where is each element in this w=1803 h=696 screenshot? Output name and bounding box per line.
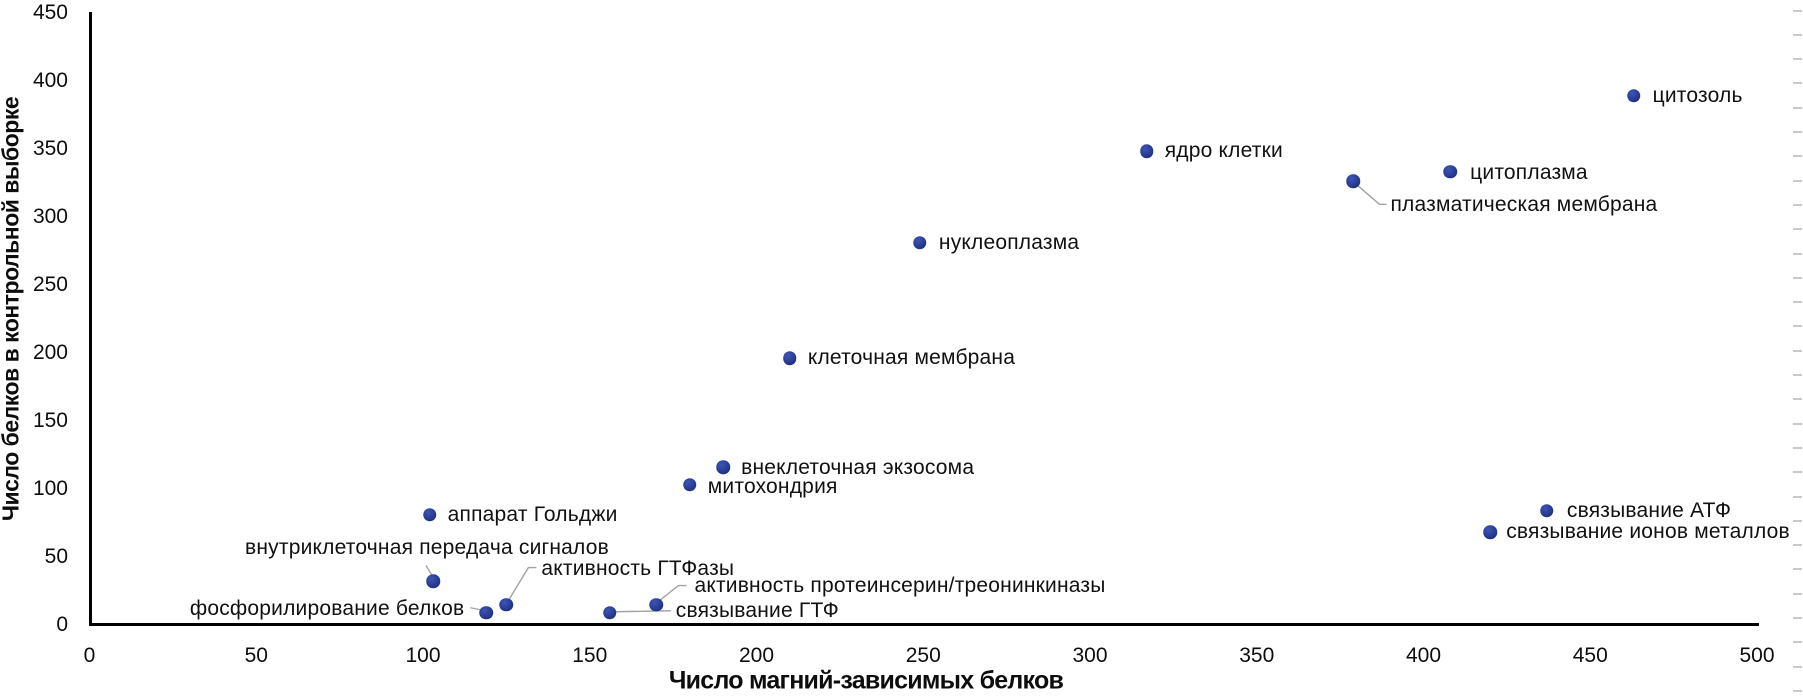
y-tick-label: 350 xyxy=(32,136,68,160)
data-point xyxy=(716,460,730,474)
x-axis-title: Число магний-зависимых белков xyxy=(668,666,1064,695)
data-point xyxy=(1540,503,1554,518)
data-point xyxy=(603,606,617,620)
x-tick-label: 300 xyxy=(1072,644,1108,667)
y-tick-label: 250 xyxy=(32,272,68,296)
right-edge-tick xyxy=(1793,179,1802,182)
x-axis-line xyxy=(89,623,1759,626)
data-point xyxy=(913,235,927,250)
data-point xyxy=(1443,165,1457,179)
point-label: митохондрия xyxy=(707,474,838,498)
right-edge-tick xyxy=(1793,33,1802,36)
y-tick-label: 450 xyxy=(32,0,68,24)
data-point xyxy=(1139,144,1154,159)
right-edge-tick xyxy=(1793,155,1802,158)
x-tick-label: 50 xyxy=(244,644,268,667)
x-tick-label: 0 xyxy=(83,644,96,667)
right-edge-tick xyxy=(1793,228,1802,231)
right-edge-tick xyxy=(1793,58,1802,61)
leader-line xyxy=(470,607,481,611)
x-tick-label: 100 xyxy=(405,644,441,667)
data-point xyxy=(649,597,664,612)
data-point xyxy=(1483,525,1497,540)
right-edge-tick xyxy=(1793,446,1802,449)
x-tick-label: 350 xyxy=(1239,644,1275,667)
right-edge-tick xyxy=(1793,568,1802,571)
right-edge-tick xyxy=(1793,374,1802,376)
point-label: аппарат Гольджи xyxy=(447,502,618,526)
y-tick-label: 200 xyxy=(32,340,68,364)
y-axis-title: Число белков в контрольной выборке xyxy=(0,96,24,522)
right-edge-tick xyxy=(1793,495,1802,498)
point-label: активность ГТФазы xyxy=(541,556,735,580)
right-edge-tick xyxy=(1793,519,1802,522)
right-edge-tick xyxy=(1793,349,1802,352)
right-edge-tick xyxy=(1793,689,1802,692)
right-edge-tick xyxy=(1793,592,1802,595)
point-label: связывание АТФ xyxy=(1566,498,1732,522)
y-tick-label: 0 xyxy=(56,613,68,636)
x-tick-label: 400 xyxy=(1405,644,1442,667)
point-label: плазматическая мембрана xyxy=(1390,193,1658,217)
point-label: активность протеинсерин/треонинкиназы xyxy=(694,573,1106,597)
right-edge-tick xyxy=(1793,641,1802,644)
data-point xyxy=(1626,88,1641,103)
point-label: ядро клетки xyxy=(1164,139,1283,163)
y-tick-label: 400 xyxy=(32,68,68,92)
y-tick-label: 50 xyxy=(44,544,68,568)
point-label: фосфорилирование белков xyxy=(189,596,465,620)
right-edge-tick xyxy=(1793,544,1802,547)
point-label: цитозоль xyxy=(1652,83,1743,107)
leader-line xyxy=(614,610,671,613)
right-edge-tick xyxy=(1793,471,1802,474)
right-edge-tick xyxy=(1793,301,1802,304)
x-tick-label: 450 xyxy=(1572,644,1608,667)
leader-line xyxy=(1357,184,1387,206)
right-edge-tick xyxy=(1793,106,1802,109)
y-axis-line xyxy=(89,12,92,627)
data-point xyxy=(499,597,514,612)
right-edge-tick xyxy=(1793,665,1802,668)
right-edge-tick xyxy=(1793,422,1802,425)
x-tick-label: 200 xyxy=(738,644,775,667)
y-tick-label: 300 xyxy=(32,204,68,228)
data-point xyxy=(422,508,437,522)
right-edge-tick xyxy=(1793,203,1802,206)
right-edge-tick xyxy=(1793,252,1802,255)
data-point xyxy=(783,351,797,365)
x-tick-label: 250 xyxy=(905,644,941,667)
y-tick-label: 100 xyxy=(32,476,68,500)
right-edge-tick xyxy=(1793,82,1802,85)
right-edge-tick xyxy=(1793,398,1802,401)
point-label: связывание ГТФ xyxy=(675,598,839,622)
point-label: внеклеточная экзосома xyxy=(741,456,975,480)
leader-line xyxy=(507,566,537,601)
point-label: нуклеоплазма xyxy=(938,230,1080,254)
data-point xyxy=(1346,174,1361,189)
right-edge-tick xyxy=(1793,276,1802,279)
right-edge-tick xyxy=(1793,325,1802,328)
right-edge-tick xyxy=(1793,617,1802,619)
right-edge-tick xyxy=(1793,9,1802,12)
point-label: внутриклеточная передача сигналов xyxy=(245,536,609,560)
x-tick-label: 150 xyxy=(572,644,608,667)
point-label: цитоплазма xyxy=(1470,160,1588,184)
point-label: связывание ионов металлов xyxy=(1506,520,1790,544)
y-tick-label: 150 xyxy=(32,408,68,432)
data-point xyxy=(479,606,494,620)
point-label: клеточная мембрана xyxy=(807,346,1016,370)
data-point xyxy=(426,574,440,589)
right-edge-tick xyxy=(1793,131,1802,133)
x-tick-label: 500 xyxy=(1739,644,1775,667)
data-point xyxy=(683,478,697,492)
